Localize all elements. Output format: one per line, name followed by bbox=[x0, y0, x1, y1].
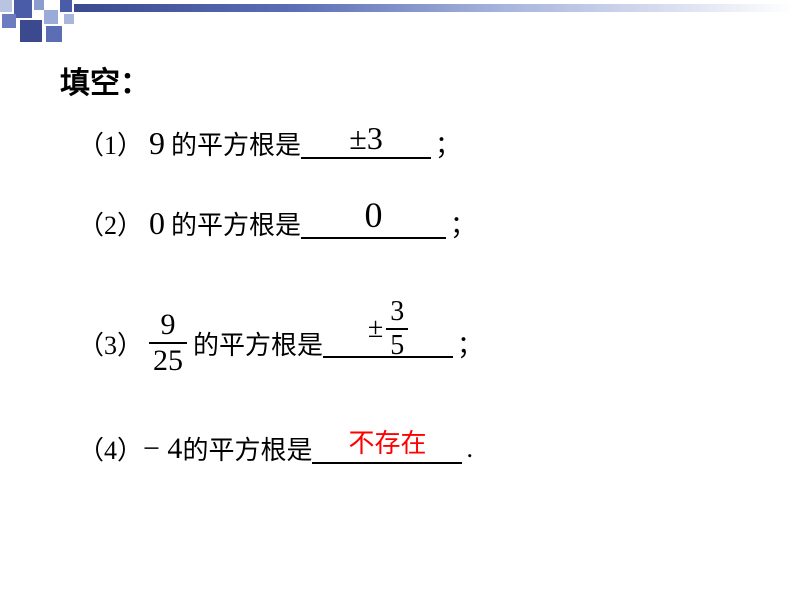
q1-answer: ±3 bbox=[301, 120, 431, 157]
decoration-square bbox=[14, 0, 32, 18]
q3-fraction: 9 25 bbox=[149, 310, 187, 376]
q1-value: 9 bbox=[149, 125, 165, 162]
q3-blank: ± 3 5 bbox=[323, 328, 453, 358]
q2-text: 的平方根是 bbox=[171, 205, 301, 242]
q2-value: 0 bbox=[149, 205, 165, 242]
q4-number: （4） bbox=[78, 430, 143, 467]
page-title: 填空： bbox=[60, 58, 150, 102]
decoration-square bbox=[44, 10, 58, 24]
decoration-square bbox=[34, 0, 44, 10]
question-2: （2） 0 的平方根是 0 ； bbox=[78, 205, 476, 242]
q1-number: （1） bbox=[78, 125, 143, 162]
q3-ans-num: 3 bbox=[386, 298, 408, 326]
q3-answer-fraction: 3 5 bbox=[386, 298, 408, 360]
q3-number: （3） bbox=[78, 325, 143, 362]
decoration-square bbox=[0, 0, 12, 12]
decoration-square bbox=[2, 14, 16, 28]
q4-period: . bbox=[466, 434, 473, 464]
q3-answer: ± 3 5 bbox=[323, 298, 453, 360]
q2-semicolon: ； bbox=[450, 205, 476, 242]
question-3: （3） 9 25 的平方根是 ± 3 5 ； bbox=[78, 310, 483, 376]
q2-blank: 0 bbox=[301, 209, 446, 239]
q4-answer: 不存在 bbox=[312, 423, 462, 460]
q1-blank: ±3 bbox=[301, 129, 431, 159]
question-1: （1） 9 的平方根是 ±3 ； bbox=[78, 125, 461, 162]
q3-frac-num: 9 bbox=[157, 310, 180, 340]
q2-answer: 0 bbox=[301, 194, 446, 236]
q3-text: 的平方根是 bbox=[193, 325, 323, 362]
q1-semicolon: ； bbox=[435, 125, 461, 162]
q1-text: 的平方根是 bbox=[171, 125, 301, 162]
q4-value: − 4 bbox=[143, 432, 182, 466]
q3-semicolon: ； bbox=[457, 325, 483, 362]
q4-blank: 不存在 bbox=[312, 434, 462, 464]
q4-text: 的平方根是 bbox=[182, 430, 312, 467]
question-4: （4） − 4 的平方根是 不存在 . bbox=[78, 430, 473, 467]
q3-ans-den: 5 bbox=[386, 332, 408, 360]
decoration-square bbox=[60, 0, 72, 12]
q3-pm: ± bbox=[368, 313, 383, 345]
decoration-square bbox=[64, 14, 74, 24]
q2-number: （2） bbox=[78, 205, 143, 242]
gradient-bar bbox=[74, 4, 794, 12]
header-decoration bbox=[0, 0, 794, 42]
decoration-square bbox=[46, 26, 62, 42]
q3-frac-den: 25 bbox=[149, 346, 187, 376]
decoration-square bbox=[20, 20, 42, 42]
